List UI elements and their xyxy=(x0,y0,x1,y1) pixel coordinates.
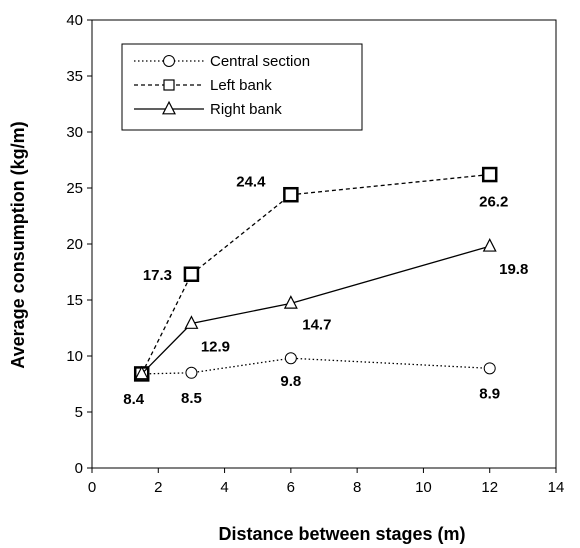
legend-label-central: Central section xyxy=(210,53,310,70)
point-central-2 xyxy=(284,352,297,365)
y-tick-label-5: 25 xyxy=(66,180,83,197)
x-tick-label-5: 10 xyxy=(415,479,432,496)
x-tick-label-0: 0 xyxy=(88,479,96,496)
y-axis-title: Average consumption (kg/m) xyxy=(8,121,28,368)
series-central xyxy=(135,352,496,380)
legend-label-left-bank: Left bank xyxy=(210,77,272,94)
data-label-right-bank-3: 19.8 xyxy=(499,261,528,278)
legend-marker-central xyxy=(163,55,175,67)
point-central-1 xyxy=(185,366,198,379)
series-left-bank xyxy=(133,166,498,382)
series-line-right-bank xyxy=(141,245,490,375)
legend-box xyxy=(121,43,363,131)
data-label-left-bank-3: 26.2 xyxy=(479,194,508,211)
data-label-right-bank-1: 12.9 xyxy=(201,339,230,356)
axes: 0 2 4 6 8 10 12 14 0 5 10 15 20 25 30 35 40 xyxy=(66,12,564,496)
x-tick-label-7: 14 xyxy=(548,479,565,496)
point-right-bank-2 xyxy=(283,295,298,309)
x-tick-label-2: 4 xyxy=(220,479,228,496)
series-line-central xyxy=(141,357,490,375)
x-axis-title: Distance between stages (m) xyxy=(218,524,465,544)
data-label-left-bank-1: 17.3 xyxy=(143,267,172,284)
point-right-bank-3 xyxy=(482,238,497,252)
point-right-bank-1 xyxy=(184,315,199,329)
point-left-bank-3 xyxy=(481,166,498,183)
legend-marker-left-bank xyxy=(163,79,175,91)
x-tick-label-4: 8 xyxy=(353,479,361,496)
point-left-bank-2 xyxy=(283,186,299,203)
series-group xyxy=(133,166,498,382)
x-tick-label-1: 2 xyxy=(154,479,162,496)
y-tick-label-2: 10 xyxy=(66,348,83,365)
y-tick-label-4: 20 xyxy=(66,236,83,253)
legend: Central section Left bank Right bank xyxy=(121,43,363,131)
data-label-central-3: 8.9 xyxy=(479,385,500,402)
y-tick-label-8: 40 xyxy=(66,12,83,29)
legend-label-right-bank: Right bank xyxy=(210,101,282,118)
data-label-left-bank-2: 24.4 xyxy=(236,174,266,191)
x-tick-label-6: 12 xyxy=(481,479,498,496)
y-tick-label-6: 30 xyxy=(66,124,83,141)
x-tick-label-3: 6 xyxy=(287,479,295,496)
y-tick-label-3: 15 xyxy=(66,292,83,309)
point-central-3 xyxy=(483,362,496,375)
data-label-central-0: 8.4 xyxy=(123,391,145,408)
data-label-central-2: 9.8 xyxy=(280,373,301,390)
point-left-bank-1 xyxy=(183,266,200,282)
data-label-central-1: 8.5 xyxy=(181,390,202,407)
series-line-left-bank xyxy=(141,173,490,375)
point-right-bank-0 xyxy=(134,365,149,380)
y-tick-label-7: 35 xyxy=(66,68,83,85)
y-tick-label-0: 0 xyxy=(75,460,83,477)
y-tick-label-1: 5 xyxy=(75,404,83,421)
data-label-right-bank-2: 14.7 xyxy=(302,316,331,333)
legend-marker-right-bank xyxy=(162,100,176,115)
data-labels: 8.4 8.5 9.8 8.9 17.3 24.4 26.2 12.9 14.7 19.8 xyxy=(123,174,528,408)
series-right-bank xyxy=(134,238,497,380)
